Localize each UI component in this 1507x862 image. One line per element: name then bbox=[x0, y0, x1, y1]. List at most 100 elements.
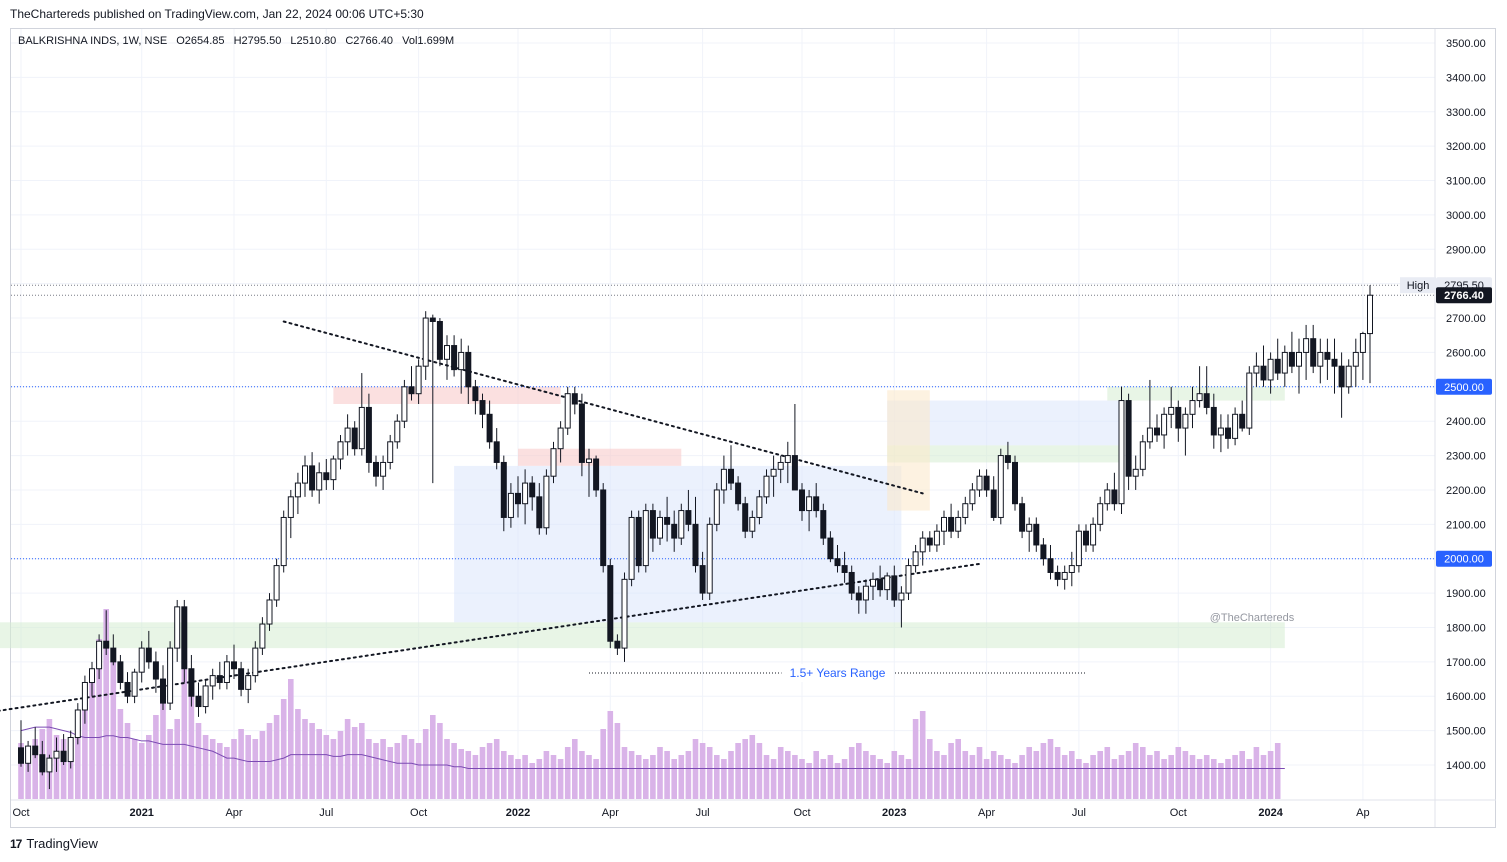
candle bbox=[209, 668, 216, 700]
volume-bar bbox=[1161, 759, 1167, 799]
candle-body bbox=[678, 510, 685, 539]
candle bbox=[1146, 379, 1153, 449]
candle bbox=[1338, 352, 1345, 418]
candle bbox=[74, 703, 81, 745]
candle-body bbox=[933, 530, 940, 546]
zone-resistance-lower bbox=[518, 448, 682, 466]
candle bbox=[1359, 331, 1366, 380]
candle-body bbox=[479, 400, 486, 415]
volume-bar bbox=[735, 743, 741, 799]
candle-body bbox=[621, 578, 628, 649]
candle bbox=[103, 610, 110, 655]
volume-bars bbox=[18, 609, 1281, 799]
candle-body bbox=[380, 461, 387, 477]
volume-bar bbox=[706, 747, 713, 799]
volume-bar bbox=[67, 743, 74, 799]
candle-body bbox=[1232, 413, 1239, 439]
candle bbox=[472, 379, 479, 415]
volume-bar bbox=[593, 759, 599, 799]
volume-bar bbox=[919, 711, 926, 799]
candle bbox=[1367, 285, 1373, 384]
volume-bar bbox=[1104, 747, 1111, 799]
candle bbox=[678, 503, 685, 545]
tradingview-logo-icon: 17 bbox=[10, 836, 22, 851]
candle bbox=[529, 476, 536, 511]
volume-bar bbox=[217, 743, 223, 799]
legend-low: L2510.80 bbox=[290, 35, 337, 47]
volume-bar bbox=[366, 739, 372, 799]
candle bbox=[1047, 544, 1054, 580]
candle bbox=[287, 489, 294, 539]
candle bbox=[657, 510, 663, 545]
candle-body bbox=[451, 345, 458, 371]
candle bbox=[18, 720, 24, 767]
volume-bar bbox=[522, 755, 528, 799]
volume-bar bbox=[1118, 755, 1125, 799]
volume-bar bbox=[515, 759, 521, 799]
volume-bar bbox=[1147, 755, 1153, 799]
candle bbox=[728, 445, 734, 490]
candle bbox=[245, 668, 252, 704]
volume-bar bbox=[60, 739, 67, 799]
candle bbox=[578, 393, 585, 477]
candle bbox=[238, 661, 245, 697]
candle-body bbox=[1111, 489, 1118, 505]
price-label-level: 2500.00 bbox=[1436, 378, 1492, 395]
candle bbox=[358, 373, 365, 456]
volume-bar bbox=[1267, 751, 1274, 799]
volume-bar bbox=[146, 735, 152, 799]
tradingview-brand[interactable]: 17 TradingView bbox=[10, 836, 98, 851]
volume-bar bbox=[976, 747, 983, 799]
candle-body bbox=[472, 386, 479, 402]
candle bbox=[1189, 386, 1196, 429]
x-tick-label: Apr bbox=[978, 807, 995, 819]
candle bbox=[770, 455, 777, 497]
candle-body bbox=[1175, 406, 1182, 429]
y-tick-label: 3100.00 bbox=[1446, 176, 1486, 188]
volume-bar bbox=[614, 723, 621, 799]
candle bbox=[280, 510, 287, 573]
candle-body bbox=[1054, 571, 1061, 580]
candle-body bbox=[89, 668, 95, 683]
range-label-bg bbox=[781, 664, 894, 682]
volume-bar bbox=[1019, 755, 1025, 799]
candle-body bbox=[216, 675, 223, 683]
volume-bar bbox=[763, 755, 770, 799]
candle bbox=[997, 448, 1004, 525]
candle bbox=[486, 400, 493, 449]
x-tick-label: Jul bbox=[696, 807, 710, 819]
volume-bar bbox=[337, 731, 344, 799]
candle-body bbox=[408, 386, 415, 395]
y-tick-label: 1500.00 bbox=[1446, 726, 1486, 738]
candle bbox=[777, 455, 784, 484]
candle-body bbox=[742, 503, 749, 532]
candle-body bbox=[401, 386, 408, 422]
candle-body bbox=[415, 365, 422, 395]
candle-body bbox=[713, 489, 720, 525]
candle-body bbox=[174, 606, 181, 649]
candle bbox=[820, 503, 827, 545]
candle bbox=[1210, 393, 1217, 449]
candle bbox=[713, 483, 720, 532]
candle-body bbox=[1154, 427, 1160, 436]
candle-body bbox=[1288, 351, 1295, 367]
volume-bar bbox=[756, 743, 763, 799]
volume-bar bbox=[1111, 759, 1118, 799]
candle-body bbox=[60, 750, 67, 763]
candle bbox=[479, 393, 486, 429]
candle-body bbox=[1189, 400, 1196, 415]
candle-body bbox=[330, 458, 337, 481]
volume-bar bbox=[650, 755, 656, 799]
candle bbox=[1054, 565, 1061, 587]
candle-body bbox=[997, 455, 1004, 518]
candle-body bbox=[195, 695, 202, 708]
volume-bar bbox=[1069, 751, 1075, 799]
candle bbox=[763, 469, 770, 504]
candle-body bbox=[117, 661, 124, 683]
volume-bar bbox=[998, 755, 1004, 799]
candle bbox=[1125, 393, 1132, 490]
candle-body bbox=[316, 472, 323, 491]
candle bbox=[309, 452, 316, 497]
candle-body bbox=[1317, 351, 1324, 367]
